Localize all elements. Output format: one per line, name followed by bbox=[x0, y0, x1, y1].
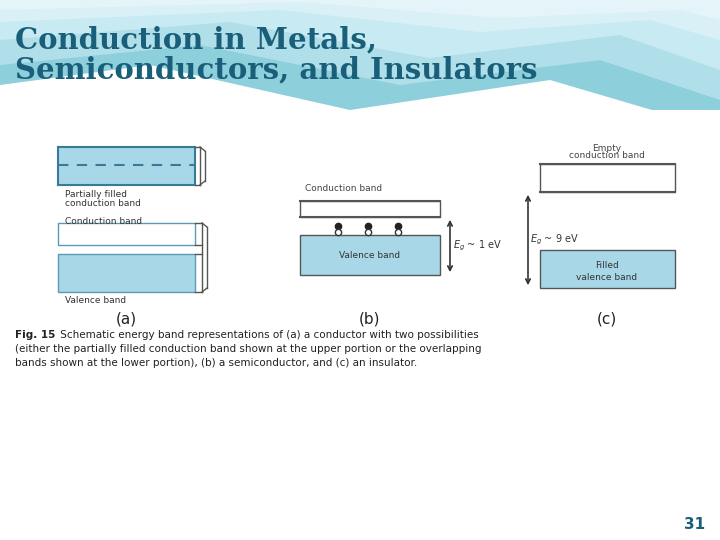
Text: conduction band: conduction band bbox=[65, 199, 141, 208]
Text: $E_g$ ~ 1 eV: $E_g$ ~ 1 eV bbox=[453, 239, 502, 253]
Text: valence band: valence band bbox=[577, 273, 638, 281]
Text: bands shown at the lower portion), (b) a semiconductor, and (c) an insulator.: bands shown at the lower portion), (b) a… bbox=[15, 358, 418, 368]
Polygon shape bbox=[0, 0, 720, 130]
Polygon shape bbox=[0, 0, 720, 20]
Bar bbox=[300, 201, 440, 217]
Text: Conduction band: Conduction band bbox=[65, 217, 142, 226]
Text: $E_g$ ~ 9 eV: $E_g$ ~ 9 eV bbox=[530, 233, 579, 247]
Text: 31: 31 bbox=[684, 517, 705, 532]
Text: Partially filled: Partially filled bbox=[65, 190, 127, 199]
Text: Valence band: Valence band bbox=[65, 296, 126, 305]
Bar bbox=[58, 223, 195, 245]
Text: Valence band: Valence band bbox=[339, 251, 400, 260]
Text: Conduction in Metals,: Conduction in Metals, bbox=[15, 25, 377, 55]
Bar bbox=[540, 250, 675, 288]
Text: (c): (c) bbox=[597, 312, 617, 327]
Text: Conduction band: Conduction band bbox=[305, 184, 382, 193]
Text: Empty: Empty bbox=[593, 144, 621, 153]
Polygon shape bbox=[0, 0, 720, 70]
Bar bbox=[0, 110, 720, 540]
Bar bbox=[540, 164, 675, 192]
Bar bbox=[58, 147, 195, 185]
Text: (b): (b) bbox=[359, 312, 381, 327]
Polygon shape bbox=[0, 0, 720, 40]
Text: conduction band: conduction band bbox=[569, 151, 645, 160]
Text: Semiconductors, and Insulators: Semiconductors, and Insulators bbox=[15, 56, 538, 84]
Text: (a): (a) bbox=[115, 312, 137, 327]
Text: Fig. 15: Fig. 15 bbox=[15, 330, 55, 340]
Polygon shape bbox=[0, 0, 720, 100]
Bar bbox=[300, 235, 440, 275]
Text: (either the partially filled conduction band shown at the upper portion or the o: (either the partially filled conduction … bbox=[15, 344, 482, 354]
Text: Schematic energy band representations of (a) a conductor with two possibilities: Schematic energy band representations of… bbox=[57, 330, 479, 340]
Text: Filled: Filled bbox=[595, 261, 619, 271]
Bar bbox=[58, 254, 195, 292]
